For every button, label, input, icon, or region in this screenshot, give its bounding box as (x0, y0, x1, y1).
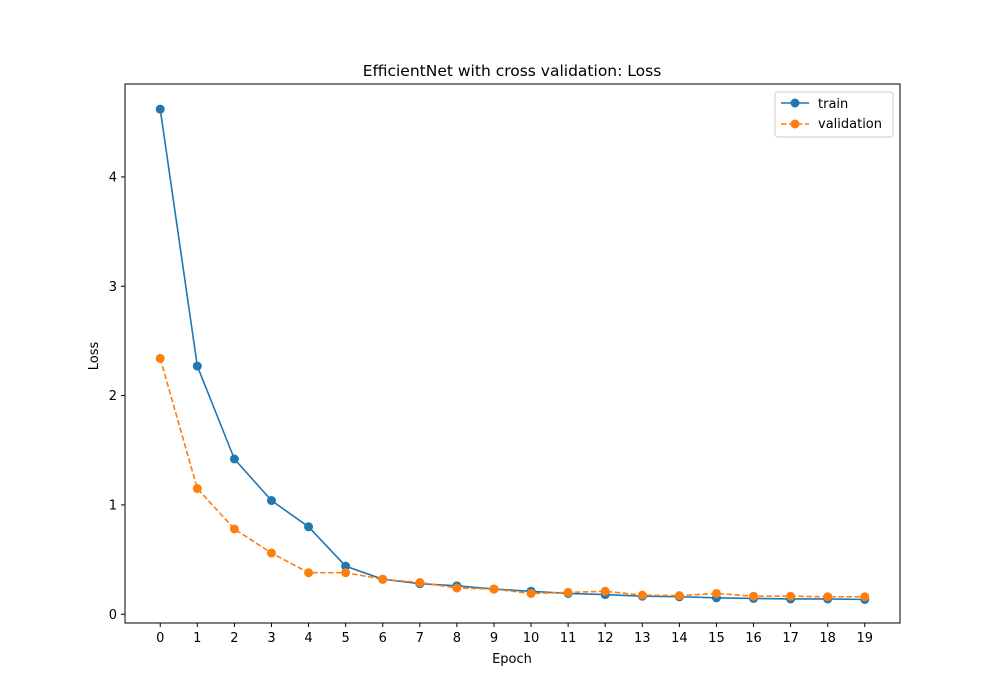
x-tick-label: 11 (560, 631, 577, 646)
x-tick-label: 10 (523, 631, 540, 646)
x-tick-label: 6 (379, 631, 387, 646)
y-tick-label: 0 (109, 608, 117, 623)
chart-title: EfficientNet with cross validation: Loss (363, 62, 662, 80)
data-point-validation (786, 591, 796, 601)
x-tick-label: 18 (819, 631, 836, 646)
x-tick-label: 1 (193, 631, 201, 646)
y-axis-label: Loss (87, 342, 102, 371)
data-point-validation (229, 524, 239, 534)
data-point-validation (489, 584, 499, 594)
legend-marker-validation (790, 119, 800, 129)
x-tick-label: 7 (416, 631, 424, 646)
data-point-train (341, 561, 351, 571)
data-point-validation (155, 353, 165, 363)
data-point-train (266, 496, 276, 506)
x-tick-label: 19 (856, 631, 873, 646)
data-point-validation (600, 586, 610, 596)
data-point-train (155, 104, 165, 114)
y-tick-label: 2 (109, 389, 117, 404)
x-axis-label: Epoch (492, 652, 532, 667)
series-line-train (159, 109, 865, 601)
x-tick-label: 17 (782, 631, 799, 646)
x-tick-label: 3 (267, 631, 275, 646)
legend-label-train: train (818, 97, 848, 112)
y-tick-label: 1 (109, 498, 117, 513)
data-point-validation (674, 591, 684, 601)
x-tick-label: 15 (708, 631, 725, 646)
data-point-train (192, 361, 202, 371)
x-tick-label: 5 (341, 631, 349, 646)
plot-frame (124, 83, 901, 624)
data-point-validation (341, 568, 351, 578)
data-point-validation (749, 591, 759, 601)
data-point-validation (823, 592, 833, 602)
y-tick-label: 4 (109, 170, 117, 185)
x-tick-label: 8 (453, 631, 461, 646)
x-tick-label: 12 (597, 631, 614, 646)
data-point-validation (526, 588, 536, 598)
legend-marker-train (790, 98, 800, 108)
data-point-validation (452, 583, 462, 593)
series-line-validation (159, 358, 865, 598)
series-validation (155, 353, 870, 602)
y-axis-ticks: 0 1 2 3 4 (109, 170, 125, 623)
data-point-validation (378, 574, 388, 584)
data-point-validation (415, 578, 425, 588)
data-point-validation (637, 590, 647, 600)
plot-area (125, 84, 900, 623)
x-tick-label: 0 (156, 631, 164, 646)
x-tick-label: 2 (230, 631, 238, 646)
x-tick-label: 9 (490, 631, 498, 646)
data-point-validation (860, 592, 870, 602)
y-tick-label: 3 (109, 280, 117, 295)
data-point-validation (563, 587, 573, 597)
x-axis-ticks: 0 1 2 3 4 5 6 7 8 9 10 11 12 13 14 15 16 17 18 19 (156, 623, 873, 646)
x-tick-label: 4 (304, 631, 312, 646)
x-tick-label: 16 (745, 631, 762, 646)
data-point-validation (711, 588, 721, 598)
series-layer (155, 104, 870, 604)
x-tick-label: 14 (671, 631, 688, 646)
data-point-validation (304, 568, 314, 578)
legend-label-validation: validation (818, 117, 882, 132)
x-tick-label: 13 (634, 631, 651, 646)
legend: train validation (774, 91, 894, 138)
data-point-validation (266, 548, 276, 558)
data-point-train (229, 454, 239, 464)
data-point-validation (192, 484, 202, 494)
data-point-train (304, 522, 314, 532)
